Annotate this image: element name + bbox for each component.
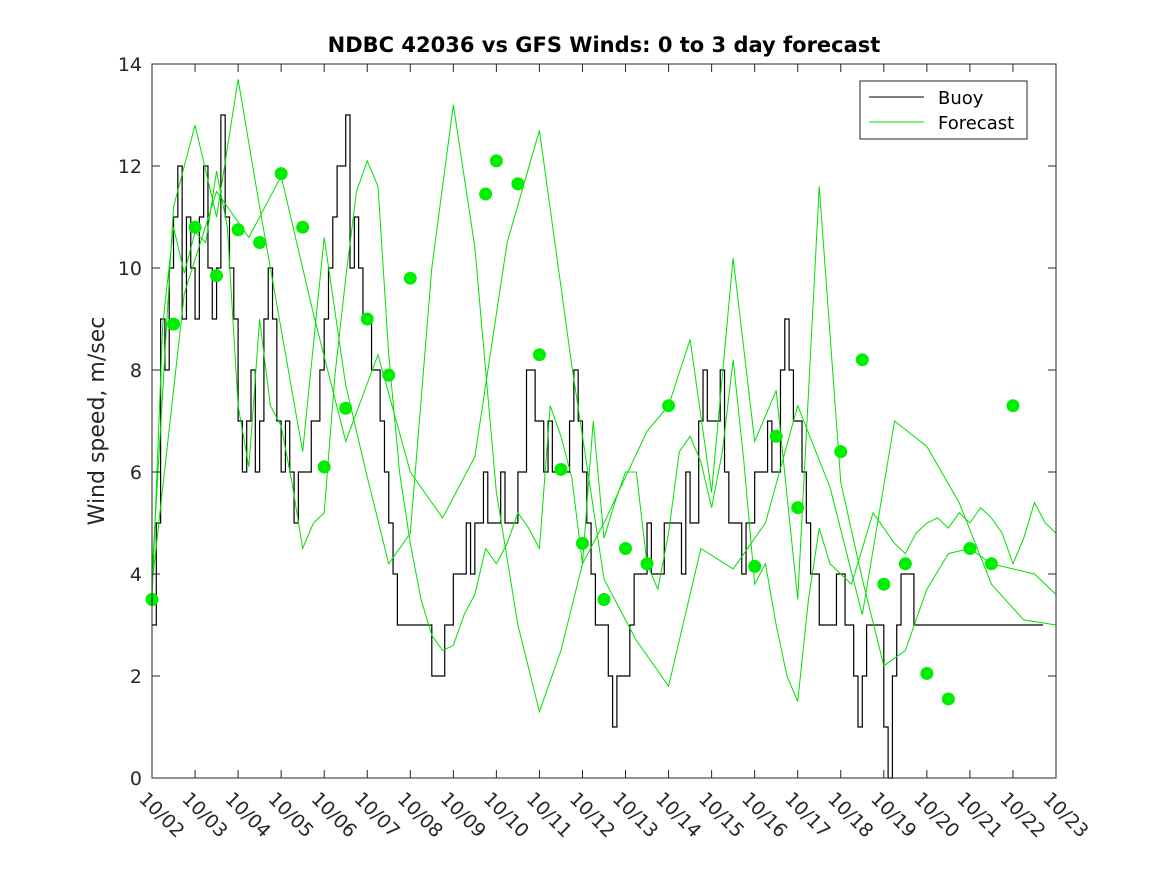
forecast-run-line (151, 159, 1057, 702)
forecast-marker-point (877, 577, 891, 591)
forecast-marker-point (554, 462, 568, 476)
forecast-marker-point (963, 542, 977, 555)
chart-title: NDBC 42036 vs GFS Winds: 0 to 3 day fore… (328, 33, 881, 57)
forecast-marker-point (1006, 399, 1020, 413)
axes-background (152, 64, 1056, 778)
y-axis-label: Wind speed, m/sec (85, 317, 110, 526)
y-tick-label: 0 (130, 768, 142, 790)
legend-buoy-label: Buoy (938, 88, 984, 109)
forecast-marker-point (167, 317, 181, 331)
forecast-marker-point (274, 167, 288, 181)
forecast-marker-point (640, 557, 654, 571)
forecast-marker-point (479, 187, 493, 201)
forecast-run-line (151, 79, 1057, 714)
y-tick-label: 6 (130, 462, 142, 484)
forecast-marker-point (941, 692, 955, 706)
forecast-marker-point (511, 177, 525, 191)
y-tick-label: 14 (118, 54, 142, 76)
forecast-run-line (151, 130, 1057, 688)
legend-box (859, 80, 1028, 140)
y-tick-label: 2 (130, 666, 142, 688)
forecast-marker-point (296, 220, 310, 234)
forecast-layer (151, 79, 1057, 714)
forecast-marker-point (339, 401, 353, 415)
y-tick-label: 4 (130, 564, 142, 586)
forecast-marker-point (210, 269, 224, 283)
forecast-marker-point (769, 429, 783, 443)
y-axis: 0 2 4 6 8 10 12 14 (118, 54, 1056, 790)
forecast-marker-point (382, 368, 396, 382)
forecast-marker-point (317, 460, 331, 474)
y-tick-label: 8 (130, 360, 142, 382)
forecast-marker-point (360, 312, 374, 326)
forecast-marker-point (984, 557, 998, 571)
forecast-marker-point (855, 353, 869, 367)
forecast-marker-point (188, 220, 202, 234)
forecast-marker-point (619, 542, 633, 555)
forecast-marker-point (489, 154, 503, 168)
forecast-marker-point (231, 223, 245, 237)
forecast-marker-point (253, 236, 267, 249)
y-tick-label: 12 (118, 156, 142, 178)
forecast-marker-point (403, 271, 417, 285)
forecast-marker-point (597, 593, 611, 606)
y-tick-label: 10 (118, 258, 142, 280)
forecast-marker-point (748, 559, 762, 573)
forecast-marker-point (662, 399, 676, 413)
plot-area (145, 63, 1057, 779)
forecast-marker-point (920, 666, 934, 680)
marker-layer (145, 154, 1020, 706)
legend: Buoy Forecast (859, 80, 1028, 140)
forecast-marker-point (834, 445, 848, 459)
forecast-marker-point (791, 501, 805, 515)
axes-box (151, 63, 1057, 779)
forecast-marker-point (898, 557, 912, 571)
forecast-marker-point (532, 348, 546, 362)
forecast-marker-point (575, 536, 589, 550)
legend-forecast-label: Forecast (938, 113, 1014, 134)
